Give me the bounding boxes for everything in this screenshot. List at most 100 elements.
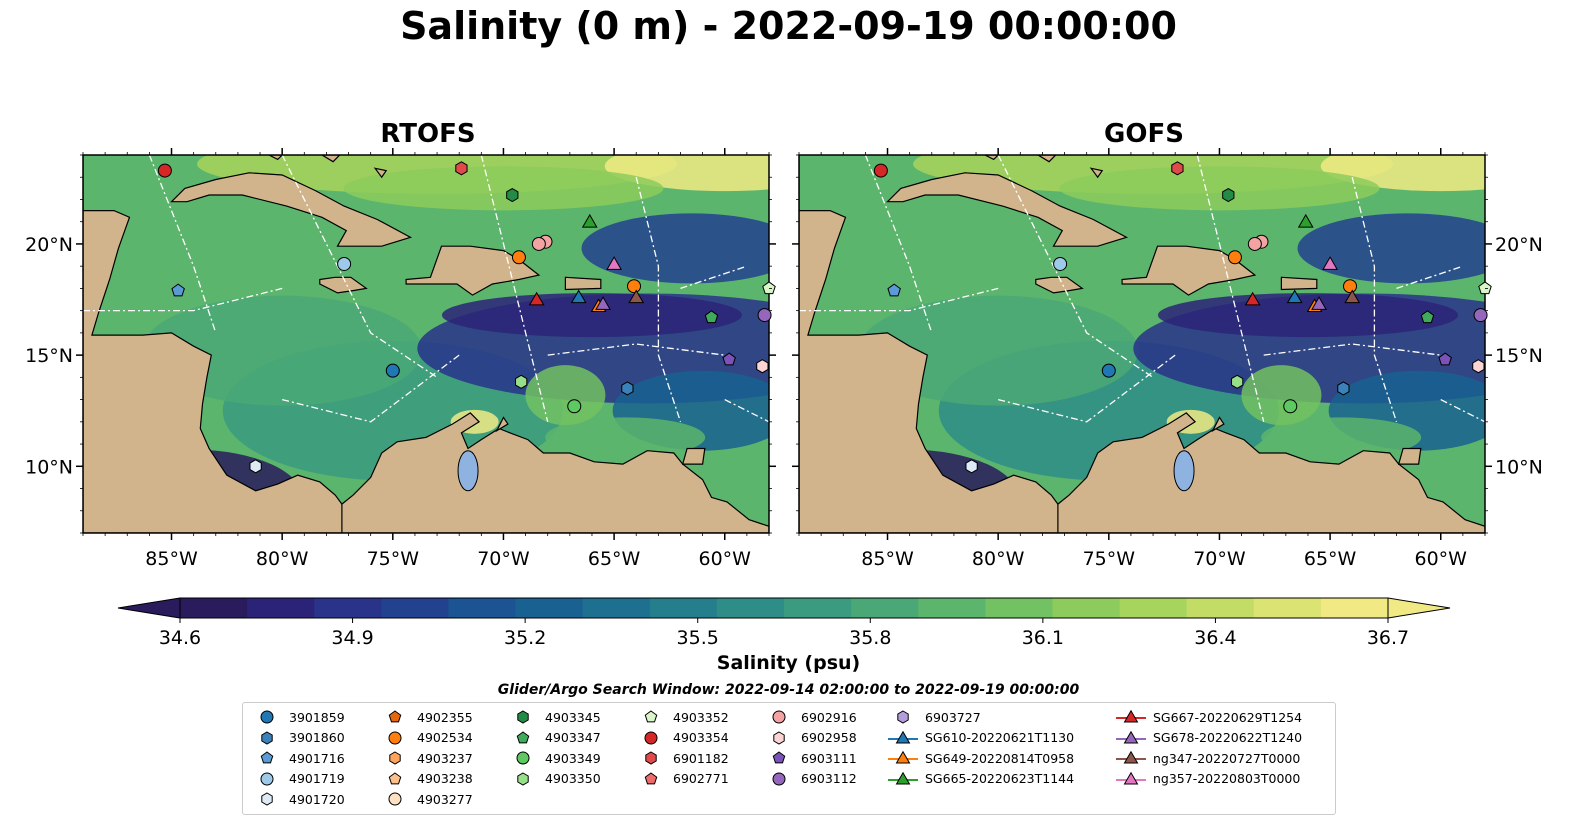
legend-marker (516, 731, 530, 744)
legend-label: SG649-20220814T0958 (925, 750, 1075, 766)
legend: 3901859 3901860 4901716 4901719 4901720 49023… (242, 702, 1336, 815)
legend-label: 4903238 (417, 771, 473, 787)
observation-marker (1101, 363, 1116, 378)
colorbar: 34.6 34.9 35.2 35.5 35.8 36.1 36.4 36.7 (117, 597, 1451, 649)
y-tick-label: 20°N (25, 234, 73, 256)
eez-boundary (1196, 155, 1265, 422)
observation-marker (1473, 308, 1488, 323)
legend-item: ng347-20220727T0000 (1115, 748, 1302, 769)
legend-column: 3901859 3901860 4901716 4901719 4901720 (251, 707, 345, 810)
eez-boundary (1440, 399, 1485, 423)
search-window-text: Glider/Argo Search Window: 2022-09-14 02… (497, 682, 1080, 698)
x-tick-label: 65°W (1304, 548, 1357, 570)
legend-marker (388, 710, 402, 723)
legend-marker (1123, 730, 1139, 744)
eez-boundary (799, 287, 999, 312)
legend-label: 4903352 (673, 709, 729, 725)
x-tick-label: 65°W (588, 548, 641, 570)
observation-marker (1472, 359, 1485, 374)
legend-marker (895, 730, 911, 744)
colorbar-tick-label: 35.8 (849, 627, 891, 649)
colorbar-tick-label: 35.5 (677, 627, 719, 649)
observation-marker (581, 213, 598, 228)
land-area (170, 172, 413, 247)
observation-marker (528, 291, 545, 306)
land-area (1280, 276, 1318, 291)
legend-marker (261, 731, 273, 745)
observation-marker (1322, 256, 1338, 270)
colorbar-segment (1186, 598, 1255, 618)
legend-item: 4903347 (507, 728, 601, 749)
legend-column: SG667-20220629T1254 SG678-20220622T1240 ng… (1115, 707, 1302, 789)
observation-marker (249, 459, 262, 474)
colorbar-segment (247, 598, 315, 618)
legend-item: 4902355 (379, 707, 473, 728)
colorbar-segment (448, 598, 517, 618)
colorbar-tick-label: 36.1 (1022, 627, 1064, 649)
legend-item: 3901860 (251, 728, 345, 749)
legend-item: 6902958 (763, 728, 857, 749)
map-frame (798, 154, 1486, 534)
legend-label: 6903727 (925, 709, 981, 725)
legend-item: 4902534 (379, 728, 473, 749)
eez-boundary (1396, 265, 1464, 290)
colorbar-segment (1119, 598, 1188, 618)
legend-label: 4903347 (545, 730, 601, 746)
colorbar-tick-label: 36.4 (1194, 627, 1236, 649)
observation-marker (704, 310, 719, 324)
legend-marker (388, 792, 402, 806)
land-area (1057, 412, 1485, 533)
colorbar-label: Salinity (psu) (716, 652, 861, 674)
observation-marker (887, 283, 901, 297)
colorbar-segment (985, 598, 1054, 618)
land-area (984, 155, 1000, 161)
observation-marker (1343, 279, 1358, 294)
colorbar-segment (649, 598, 718, 618)
legend-label: 6903112 (801, 771, 857, 787)
legend-item: 6902916 (763, 707, 857, 728)
legend-label: 4901719 (289, 771, 345, 787)
observation-marker (621, 381, 634, 396)
y-tick-label: 15°N (25, 345, 73, 367)
legend-label: 6902916 (801, 709, 857, 725)
observation-marker (531, 236, 546, 251)
legend-label: 6901182 (673, 750, 729, 766)
legend-item: 4901716 (251, 748, 345, 769)
observation-marker (1438, 352, 1452, 366)
legend-item: 6901182 (635, 748, 729, 769)
legend-label: 4903277 (417, 791, 473, 807)
map-frame (82, 154, 770, 534)
figure-title: Salinity (0 m) - 2022-09-19 00:00:00 (400, 4, 1177, 48)
colorbar-tick-label: 34.9 (331, 627, 373, 649)
lake-maracaibo (457, 450, 479, 492)
legend-item: SG665-20220623T1144 (887, 769, 1074, 790)
legend-item: 4901719 (251, 769, 345, 790)
legend-marker (773, 731, 785, 745)
colorbar-segment (180, 598, 248, 618)
land-area (681, 447, 706, 465)
observation-marker (171, 283, 185, 297)
legend-item: SG678-20220622T1240 (1115, 728, 1302, 749)
legend-item: 4903237 (379, 748, 473, 769)
legend-item: 6903727 (887, 707, 1074, 728)
legend-item: SG610-20220621T1130 (887, 728, 1074, 749)
legend-marker (1123, 771, 1139, 785)
land-area (405, 245, 541, 296)
legend-label: ng357-20220803T0000 (1153, 771, 1301, 787)
legend-marker (895, 771, 911, 785)
colorbar-tick-label: 34.6 (159, 627, 201, 649)
legend-item: 4903352 (635, 707, 729, 728)
legend-marker (644, 731, 658, 745)
legend-marker (1123, 750, 1139, 764)
legend-marker (261, 792, 273, 806)
eez-boundary (1351, 177, 1398, 423)
legend-item: 3901859 (251, 707, 345, 728)
legend-label: 4902534 (417, 730, 473, 746)
legend-label: 6903111 (801, 750, 857, 766)
legend-label: 4902355 (417, 709, 473, 725)
legend-column: 4902355 4902534 4903237 4903238 4903277 (379, 707, 473, 810)
eez-boundary (997, 155, 1154, 378)
land-area (1089, 167, 1104, 179)
legend-marker (895, 750, 911, 764)
observation-marker (1171, 161, 1184, 176)
